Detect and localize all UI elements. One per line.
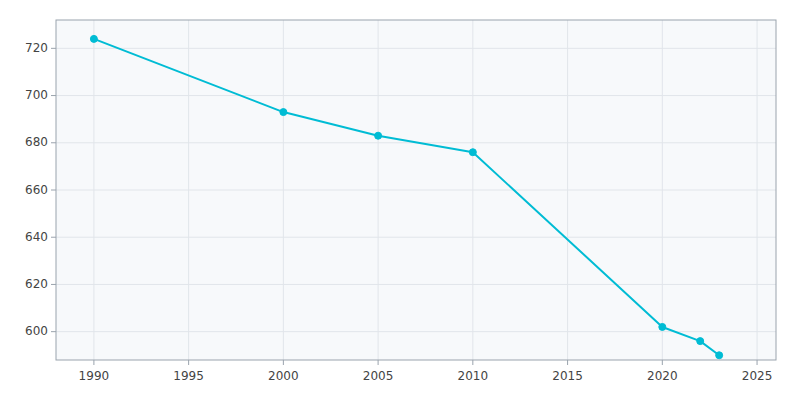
tick-mark-y [51, 331, 56, 332]
tick-mark-x [662, 360, 663, 365]
tick-mark-x [283, 360, 284, 365]
grid [56, 20, 776, 360]
grid-line-y [56, 331, 776, 332]
tick-label-x: 2015 [552, 369, 583, 383]
tick-mark-y [51, 284, 56, 285]
grid-line-x [567, 20, 568, 360]
tick-mark-x [757, 360, 758, 365]
marker [716, 352, 723, 359]
grid-line-x [662, 20, 663, 360]
tick-label-x: 2025 [742, 369, 773, 383]
tick-label-x: 2000 [268, 369, 299, 383]
tick-label-y: 720 [25, 41, 48, 55]
tick-mark-y [51, 237, 56, 238]
marker [469, 149, 476, 156]
plot-area [56, 20, 776, 360]
grid-line-x [188, 20, 189, 360]
tick-label-y: 660 [25, 183, 48, 197]
marker [280, 109, 287, 116]
tick-label-x: 2020 [647, 369, 678, 383]
marker [697, 338, 704, 345]
tick-label-y: 600 [25, 324, 48, 338]
grid-line-y [56, 284, 776, 285]
grid-line-y [56, 237, 776, 238]
tick-mark-x [188, 360, 189, 365]
tick-label-y: 620 [25, 277, 48, 291]
grid-line-x [757, 20, 758, 360]
tick-label-y: 640 [25, 230, 48, 244]
tick-label-x: 1990 [79, 369, 110, 383]
grid-line-x [283, 20, 284, 360]
grid-line-x [378, 20, 379, 360]
grid-line-x [472, 20, 473, 360]
tick-mark-x [378, 360, 379, 365]
chart: 600 620 640 660 680 700 720 1990 1995 2000 2005 201… [0, 0, 800, 400]
tick-mark-y [51, 48, 56, 49]
grid-line-y [56, 95, 776, 96]
tick-mark-y [51, 95, 56, 96]
tick-mark-y [51, 190, 56, 191]
tick-label-x: 2005 [363, 369, 394, 383]
plot-frame [56, 20, 776, 360]
tick-label-x: 2010 [458, 369, 489, 383]
axes: 600 620 640 660 680 700 720 1990 1995 2000 2005 201… [25, 41, 772, 383]
grid-line-y [56, 48, 776, 49]
tick-mark-x [567, 360, 568, 365]
tick-mark-x [93, 360, 94, 365]
marker [375, 132, 382, 139]
grid-line-x [93, 20, 94, 360]
tick-label-y: 700 [25, 88, 48, 102]
marker [659, 323, 666, 330]
line [94, 39, 719, 355]
series [90, 35, 722, 358]
tick-label-y: 680 [25, 135, 48, 149]
marker [90, 35, 97, 42]
grid-line-y [56, 190, 776, 191]
tick-mark-y [51, 142, 56, 143]
tick-label-x: 1995 [173, 369, 204, 383]
tick-mark-x [472, 360, 473, 365]
